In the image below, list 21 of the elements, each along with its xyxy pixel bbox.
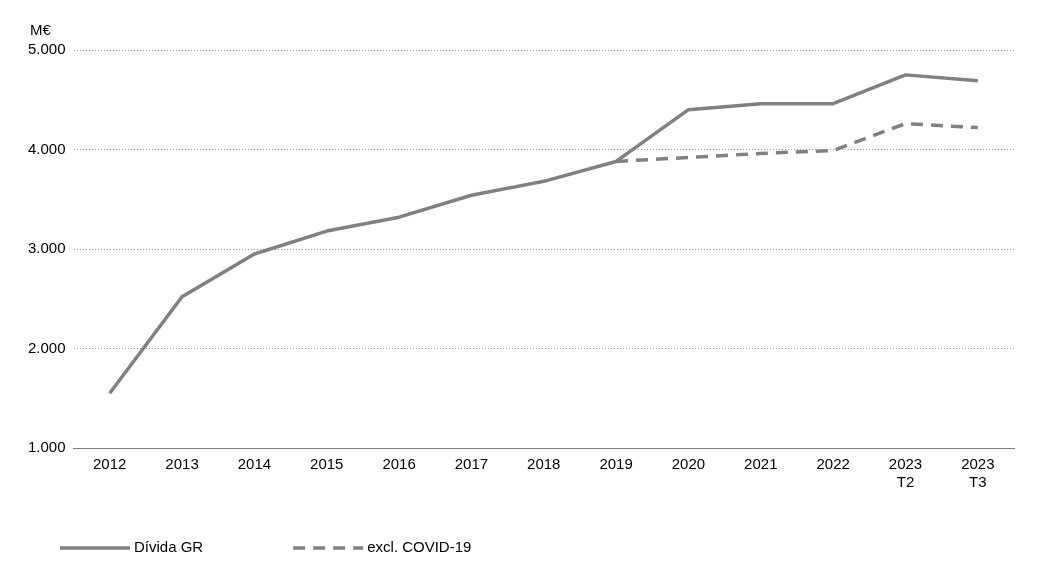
x-tick-label: 2022 bbox=[816, 455, 850, 473]
y-tick-label: 4.000 bbox=[27, 139, 66, 157]
x-tick-label: 2017 bbox=[454, 455, 489, 473]
x-tick-label: 2014 bbox=[237, 455, 272, 473]
y-axis-title: M€ bbox=[30, 20, 52, 38]
x-tick-label: 2023 T2 bbox=[888, 455, 923, 491]
x-tick-label: 2018 bbox=[527, 455, 561, 473]
x-tick-label: 2023 T3 bbox=[961, 455, 995, 491]
y-tick-label: 3.000 bbox=[27, 239, 66, 257]
x-tick-label: 2019 bbox=[599, 455, 633, 473]
x-tick-label: 2015 bbox=[310, 455, 344, 473]
legend-label: excl. COVID-19 bbox=[367, 538, 472, 556]
x-tick-label: 2012 bbox=[93, 455, 127, 473]
x-tick-label: 2021 bbox=[744, 455, 778, 473]
x-tick-label: 2016 bbox=[382, 455, 416, 473]
legend-label: Dívida GR bbox=[134, 538, 204, 556]
y-tick-label: 2.000 bbox=[27, 338, 66, 356]
x-tick-label: 2013 bbox=[165, 455, 199, 473]
y-tick-label: 1.000 bbox=[27, 438, 66, 456]
x-tick-label: 2020 bbox=[671, 455, 706, 473]
y-tick-label: 5.000 bbox=[27, 40, 66, 58]
